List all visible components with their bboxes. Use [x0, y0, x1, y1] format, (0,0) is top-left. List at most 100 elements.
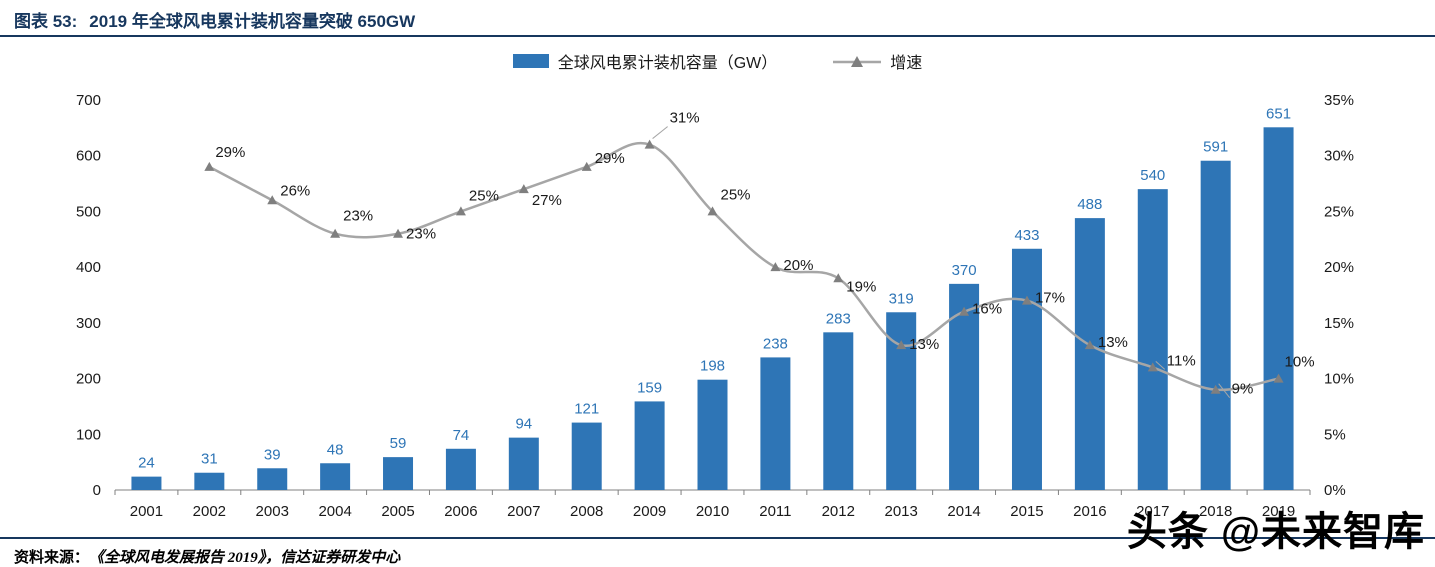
growth-value-label: 27% — [532, 192, 562, 209]
x-axis-label: 2008 — [570, 503, 603, 520]
triangle-marker — [393, 228, 404, 238]
bar — [320, 463, 351, 490]
bar-value-label: 433 — [1014, 227, 1039, 244]
left-axis-tick: 400 — [76, 259, 101, 276]
bar — [508, 437, 539, 490]
triangle-marker — [267, 195, 278, 205]
bar-value-label: 198 — [700, 358, 725, 375]
right-axis-tick: 20% — [1324, 259, 1354, 276]
x-axis-label: 2005 — [381, 503, 414, 520]
bar — [257, 468, 288, 490]
bar-value-label: 48 — [327, 441, 344, 458]
right-axis-tick: 35% — [1324, 92, 1354, 109]
x-axis-label: 2010 — [696, 503, 729, 520]
bar — [1200, 160, 1231, 490]
label-leader-line — [1218, 383, 1231, 399]
triangle-marker — [1273, 373, 1284, 383]
x-axis-label: 2004 — [318, 503, 351, 520]
x-axis-label: 2001 — [130, 503, 163, 520]
source-text: 《全球风电发展报告 2019》，信达证券研发中心 — [89, 550, 401, 566]
triangle-marker — [896, 340, 907, 350]
triangle-marker — [1210, 384, 1221, 394]
growth-value-label: 10% — [1285, 354, 1315, 371]
legend-item-capacity: 全球风电累计装机容量（GW） — [512, 49, 778, 73]
triangle-marker — [1021, 295, 1032, 305]
right-axis-tick: 5% — [1324, 426, 1346, 443]
x-axis-label: 2014 — [947, 503, 980, 520]
bar — [697, 379, 728, 490]
left-axis-tick: 300 — [76, 315, 101, 332]
bottom-divider — [0, 537, 1435, 539]
triangle-marker — [707, 206, 718, 216]
figure-title: 2019 年全球风电累计装机容量突破 650GW — [89, 12, 416, 31]
triangle-marker — [770, 262, 781, 272]
left-axis-tick: 100 — [76, 426, 101, 443]
x-axis-label: 2015 — [1010, 503, 1043, 520]
right-axis-tick: 0% — [1324, 482, 1346, 499]
growth-value-label: 11% — [1167, 352, 1196, 369]
growth-value-label: 25% — [469, 187, 499, 204]
bar-value-label: 59 — [390, 435, 407, 452]
bar-value-label: 540 — [1140, 167, 1165, 184]
left-axis-tick: 600 — [76, 148, 101, 165]
triangle-marker — [581, 161, 592, 171]
bar-value-label: 39 — [264, 446, 281, 463]
growth-value-label: 20% — [783, 257, 813, 274]
figure-number: 图表 53: — [14, 12, 78, 31]
growth-value-label: 23% — [406, 226, 436, 243]
growth-value-label: 9% — [1232, 381, 1254, 398]
watermark: 头条 @未来智库 — [1126, 510, 1425, 554]
bar-value-label: 159 — [637, 379, 662, 396]
triangle-marker — [644, 139, 655, 149]
growth-line — [208, 141, 1279, 392]
chart-canvas: 0 100 200 300 400 500 600 700 0% 5% 10% 15% 20% 25% 30… — [76, 92, 1354, 520]
x-axis-label: 2017 — [1136, 503, 1169, 520]
legend-label-growth: 增速 — [890, 55, 923, 72]
bar — [131, 476, 162, 490]
bar-value-label: 591 — [1203, 139, 1228, 156]
bar — [445, 448, 476, 490]
bar-value-label: 121 — [574, 401, 599, 418]
triangle-marker — [455, 206, 466, 216]
triangle-marker — [833, 273, 844, 283]
source-label: 资料来源： — [14, 549, 90, 566]
x-axis-label: 2002 — [193, 503, 226, 520]
bar-value-label: 24 — [138, 455, 155, 472]
bar — [1011, 248, 1042, 490]
growth-value-label: 19% — [846, 278, 876, 295]
triangle-marker — [1147, 362, 1158, 372]
x-axis-label: 2007 — [507, 503, 540, 520]
bar-value-label: 651 — [1266, 105, 1291, 122]
triangle-marker — [204, 161, 215, 171]
bar-value-label: 31 — [201, 451, 218, 468]
bar — [571, 422, 602, 490]
legend-label-capacity: 全球风电累计装机容量（GW） — [557, 55, 778, 72]
x-axis-label: 2018 — [1199, 503, 1232, 520]
bar-value-label: 319 — [889, 290, 914, 307]
growth-value-label: 29% — [215, 144, 245, 161]
x-axis-label: 2011 — [759, 503, 791, 520]
bar-value-label: 488 — [1077, 196, 1102, 213]
bar-swatch-icon — [512, 54, 549, 68]
growth-value-label: 23% — [343, 208, 373, 225]
growth-value-label: 13% — [1098, 334, 1128, 351]
bar-value-label: 370 — [952, 262, 977, 279]
right-axis-tick: 10% — [1324, 371, 1354, 388]
growth-value-label: 17% — [1035, 290, 1065, 307]
bar — [823, 332, 854, 490]
legend-item-growth: 增速 — [833, 49, 922, 73]
growth-value-label: 26% — [280, 182, 310, 199]
bar — [194, 472, 225, 490]
triangle-marker — [959, 306, 970, 316]
label-leader-line — [1155, 361, 1166, 370]
label-leader-line — [652, 126, 668, 139]
bar-value-label: 238 — [763, 335, 788, 352]
x-axis-label: 2009 — [633, 503, 666, 520]
right-axis-tick: 30% — [1324, 148, 1354, 165]
bar-value-label: 74 — [453, 427, 470, 444]
bar — [1137, 189, 1168, 490]
x-axis-label: 2006 — [444, 503, 477, 520]
growth-value-label: 29% — [595, 150, 625, 167]
triangle-marker — [1084, 340, 1095, 350]
left-axis-tick: 500 — [76, 203, 101, 220]
